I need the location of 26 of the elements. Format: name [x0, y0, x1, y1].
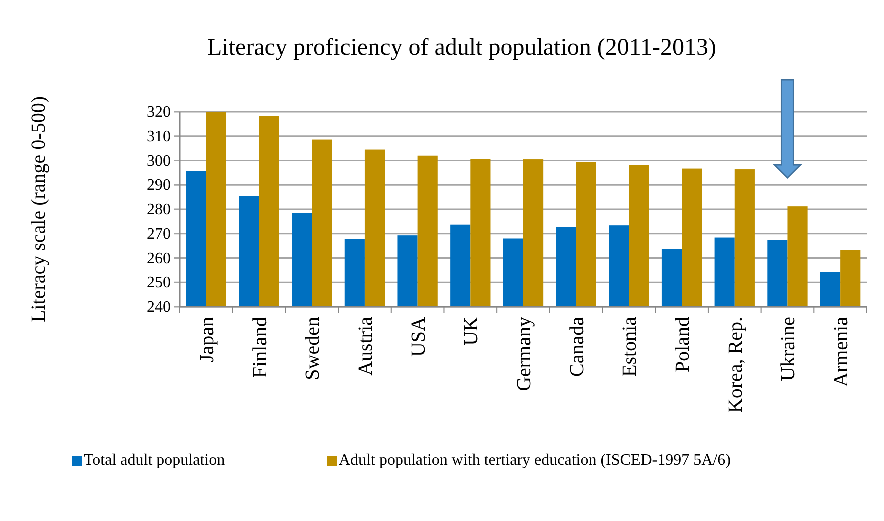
x-tick-label: UK: [460, 316, 483, 346]
x-tick-label: Sweden: [302, 317, 324, 380]
y-axis-title: Literacy scale (range 0-500): [28, 96, 50, 322]
y-tick-label: 300: [147, 152, 171, 170]
y-tick-label: 240: [147, 299, 171, 316]
legend-label: Adult population with tertiary education (ISCED-1997 5A/6): [339, 452, 731, 469]
y-tick-label: 310: [147, 128, 171, 146]
y-tick-label: 280: [147, 202, 171, 218]
x-tick-label: Poland: [672, 317, 694, 373]
legend-label: Total adult population: [84, 452, 226, 469]
y-tick-label: 250: [147, 274, 171, 292]
x-tick-label: Japan: [196, 317, 218, 363]
y-tick-label: 270: [147, 226, 171, 243]
x-tick-label: Armenia: [830, 316, 853, 387]
y-tick-label: 320: [147, 104, 171, 121]
x-tick-label: Ukraine: [778, 316, 800, 382]
x-tick-label: Canada: [566, 316, 588, 377]
x-tick-label: Finland: [249, 317, 272, 378]
x-tick-label: USA: [408, 316, 430, 358]
x-tick-label: Estonia: [619, 316, 642, 377]
y-tick-label: 290: [147, 177, 171, 194]
x-tick-label: Korea, Rep.: [724, 317, 747, 414]
y-tick-label: 260: [147, 250, 171, 268]
chart-title: Literacy proficiency of adult population (2011-2013): [208, 35, 716, 61]
x-tick-label: Germany: [514, 317, 536, 392]
x-tick-label: Austria: [354, 316, 377, 376]
